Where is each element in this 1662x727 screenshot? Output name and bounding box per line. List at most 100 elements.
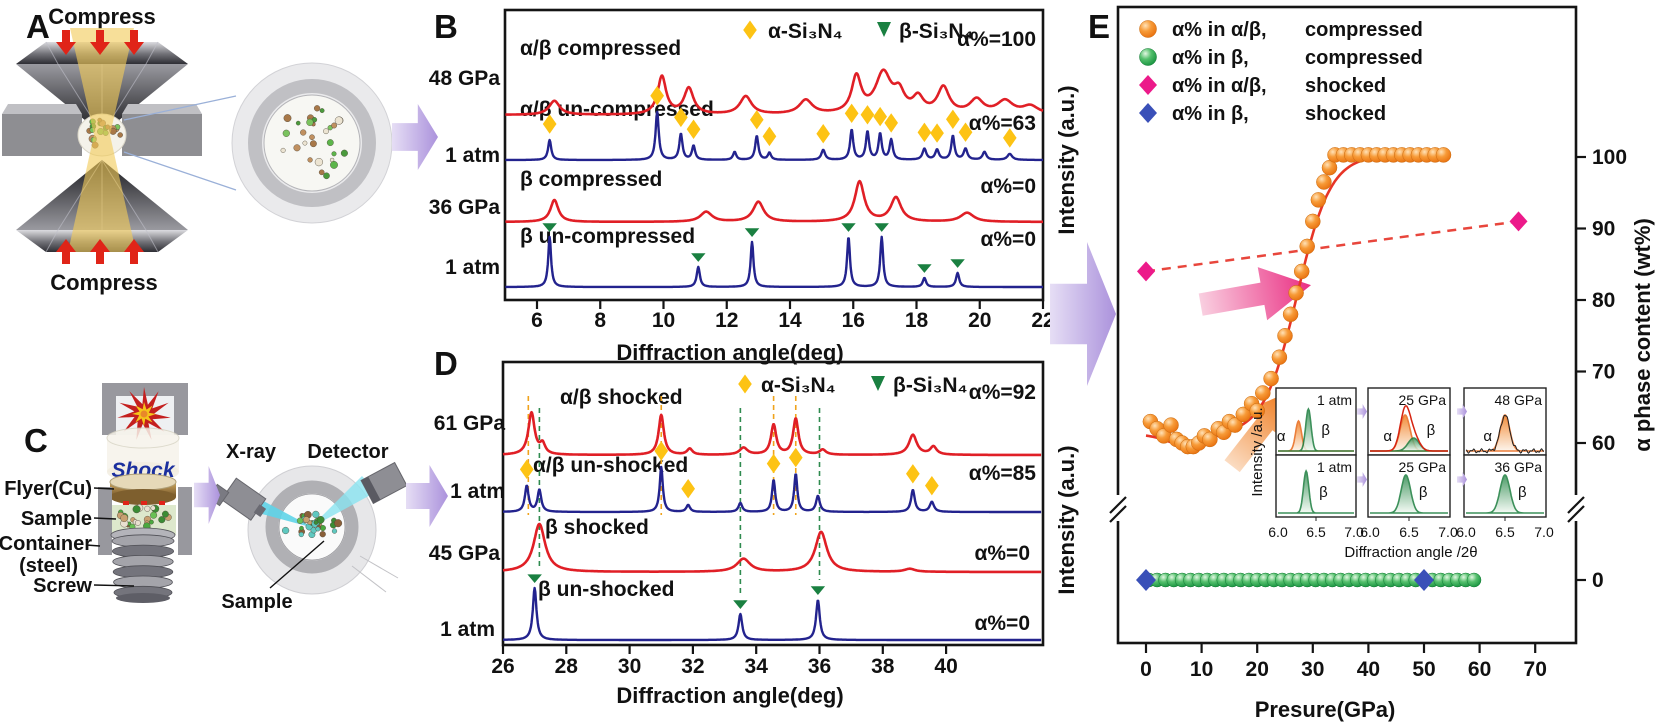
granule-icon xyxy=(331,528,338,534)
container-left-wall xyxy=(98,487,112,555)
inset-flow-arrow-icon xyxy=(1357,472,1367,487)
orange-sphere-point xyxy=(1227,417,1243,433)
flyer-pointer xyxy=(93,487,115,490)
xrd-trace xyxy=(504,110,1044,162)
inset-flow-arrow-icon xyxy=(1357,404,1367,419)
granule-icon xyxy=(300,129,307,136)
inset-x-tick: 6.5 xyxy=(1399,524,1419,540)
orange-sphere-point xyxy=(1263,370,1279,387)
orange-sphere-point xyxy=(1293,263,1310,280)
x-tick-label: 34 xyxy=(745,655,769,678)
legend-row3-condition: shocked xyxy=(1305,75,1386,97)
orange-sphere-point xyxy=(1255,385,1271,401)
inset-pressure-label: 1 atm xyxy=(1317,392,1352,408)
granule-icon xyxy=(316,516,325,524)
row3-name: β shocked xyxy=(545,516,649,539)
inset-x-tick: 6.0 xyxy=(1268,524,1288,540)
container-pointer xyxy=(85,544,101,547)
alpha-content-row1: α%=100 xyxy=(957,28,1036,51)
granule-icon xyxy=(331,122,337,129)
orange-sphere-point xyxy=(1310,192,1327,208)
legend-alpha-label: α-Si₃N₄ xyxy=(761,374,836,397)
alpha-peak-marker-icon xyxy=(1003,128,1017,148)
arrow-c-internal-icon xyxy=(194,466,220,524)
xray-beam-out xyxy=(310,476,376,528)
beta-peak-marker-icon xyxy=(542,223,557,232)
alpha-peak-marker-icon xyxy=(650,86,664,106)
x-tick-label: 0 xyxy=(1140,658,1152,681)
screw-pointer xyxy=(93,584,135,587)
legend-row3-label: α% in α/β, xyxy=(1172,75,1267,97)
xrd-trace xyxy=(504,179,1044,224)
panel-d-label: D xyxy=(434,345,458,382)
alpha-peak-marker-icon xyxy=(925,476,939,496)
y-tick-label: 0 xyxy=(1592,569,1604,592)
orange-sphere-point xyxy=(1163,417,1179,433)
panel-b-ylabel: Intensity (a.u.) xyxy=(1054,85,1079,234)
x-tick-label: 38 xyxy=(871,655,895,678)
panel-e-frame xyxy=(1116,5,1578,645)
panel-e-ylabel: α phase content (wt%) xyxy=(1630,218,1655,452)
panel-a-diagram: A Compress xyxy=(2,4,393,295)
granule-icon xyxy=(150,511,158,519)
sample2-label: Sample xyxy=(221,591,292,613)
granule-icon xyxy=(282,526,290,535)
blue-diamond-point xyxy=(1414,569,1434,591)
shocked-trend-dashed-line xyxy=(1145,220,1519,273)
pink-diamond-point xyxy=(1509,211,1528,232)
beta-peak-marker-icon xyxy=(527,574,542,583)
alpha-content-row2: α%=85 xyxy=(969,462,1037,485)
alpha-peak-marker-icon xyxy=(906,464,920,484)
bracket-top xyxy=(102,383,188,396)
granule-icon xyxy=(148,519,154,525)
compress-bottom-label: Compress xyxy=(50,270,158,295)
granule-icon xyxy=(302,516,310,524)
inset-x-tick: 7.0 xyxy=(1344,524,1364,540)
x-tick-label: 32 xyxy=(681,655,704,678)
panel-c-diagram: C Shock Flyer( xyxy=(0,383,408,613)
legend-row1-label: α% in α/β, xyxy=(1172,19,1267,41)
inset-phase-symbol: β xyxy=(1427,422,1436,439)
granule-icon xyxy=(309,140,317,148)
granule-icon xyxy=(307,157,313,163)
granule-icon xyxy=(132,505,141,514)
sample-pointer-line xyxy=(93,517,117,520)
orange-sphere-point xyxy=(1271,349,1288,365)
x-tick-label: 20 xyxy=(968,309,991,332)
alpha-peak-marker-icon xyxy=(766,453,781,474)
row2-name: α/β un-compressed xyxy=(520,98,714,121)
granule-icon xyxy=(313,520,319,525)
screw-label: Screw xyxy=(33,575,92,597)
xrd-trace xyxy=(504,235,1044,289)
panel-e-xlabel: Presure(GPa) xyxy=(1255,697,1396,722)
xrd-trace xyxy=(502,465,1042,514)
alpha-peak-marker-icon xyxy=(788,447,803,468)
x-tick-label: 60 xyxy=(1468,658,1491,681)
y-tick-label: 80 xyxy=(1592,289,1615,312)
legend-beta-triangle-icon xyxy=(877,22,891,37)
row1-pressure: 48 GPa xyxy=(429,67,501,90)
panel-b-chart: B α-Si₃N₄ β-Si₃N₄ α%=100 α/β compressed … xyxy=(429,8,1079,365)
sample-granules xyxy=(116,504,172,533)
orange-arrow-icon xyxy=(1224,391,1291,473)
granule-icon xyxy=(283,114,292,123)
xrd-trace xyxy=(502,522,1042,574)
zoom-line-top xyxy=(123,95,237,121)
panel-b-traces: 6 8 10 12 14 16 18 20 22 xyxy=(504,68,1055,332)
panel-e-plot-content: 0 10 20 30 40 50 60 70 100 90 80 70 60 0 xyxy=(1136,146,1627,681)
x-tick-label: 16 xyxy=(842,309,865,332)
inset-phase-symbol: β xyxy=(1419,484,1428,501)
inset-phase-symbol: β xyxy=(1518,484,1527,501)
xrd-trace xyxy=(504,68,1044,116)
alpha-content-row4: α%=0 xyxy=(974,612,1030,635)
granule-icon xyxy=(150,505,156,511)
alpha-peak-marker-icon xyxy=(884,113,898,133)
row4-pressure: 1 atm xyxy=(440,618,495,641)
granule-icon xyxy=(334,519,343,528)
legend-alpha-diamond-icon xyxy=(738,374,752,394)
x-tick-label: 40 xyxy=(934,655,957,678)
row2-name: α/β un-shocked xyxy=(533,454,688,477)
y-tick-label: 60 xyxy=(1592,432,1615,455)
pink-arrow-icon xyxy=(1198,267,1311,321)
